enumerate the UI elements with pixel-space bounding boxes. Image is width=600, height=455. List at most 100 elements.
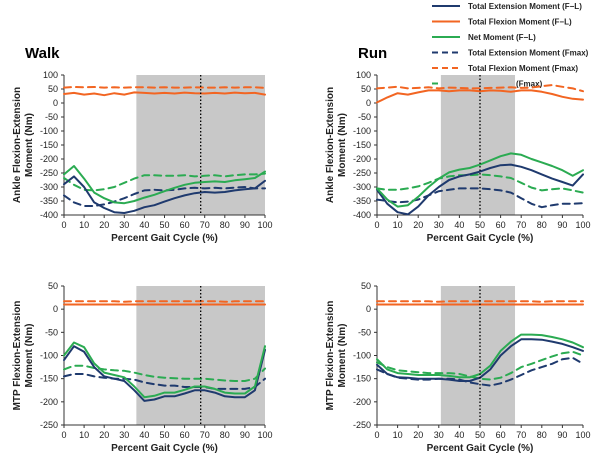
y-tick-label: -250 — [353, 168, 371, 178]
x-tick-label: 30 — [119, 430, 129, 440]
x-tick-label: 10 — [79, 220, 89, 230]
x-tick-label: 10 — [79, 430, 89, 440]
legend-label: Net Moment (F−L) — [468, 33, 536, 42]
chart-panel: -400 -350 -300 -250 -200 -150 -100 -50 0 50 100 0 10… — [12, 45, 273, 244]
y-tick-label: -250 — [40, 420, 58, 430]
x-tick-label: 80 — [220, 430, 230, 440]
x-tick-label: 60 — [180, 430, 190, 440]
y-axis-label: MTP Flexion-ExtensionMoment (Nm) — [12, 301, 35, 411]
x-axis-label: Percent Gait Cycle (%) — [427, 443, 534, 454]
y-tick-label: -50 — [45, 327, 58, 337]
y-tick-label: -100 — [353, 126, 371, 136]
series-line-net-moment-fmax — [63, 364, 266, 382]
x-tick-label: 100 — [257, 220, 272, 230]
x-tick-label: 10 — [393, 430, 403, 440]
x-tick-label: 10 — [393, 220, 403, 230]
x-tick-label: 40 — [454, 220, 464, 230]
series-line-net-moment-fmax — [376, 350, 584, 381]
x-tick-label: 100 — [575, 220, 590, 230]
x-tick-label: 20 — [99, 220, 109, 230]
x-tick-label: 40 — [139, 220, 149, 230]
y-tick-label: -50 — [358, 112, 371, 122]
x-tick-label: 70 — [516, 220, 526, 230]
series-line-total-flexion-moment-fmax — [63, 86, 266, 89]
y-tick-label: -300 — [40, 182, 58, 192]
y-tick-label: -200 — [40, 397, 58, 407]
chart-panel: -250 -200 -150 -100 -50 0 50 0 10 20 30 40 50 60 70 80 9… — [325, 281, 591, 454]
x-tick-label: 60 — [496, 220, 506, 230]
x-tick-label: 70 — [200, 220, 210, 230]
panel-title: Walk — [25, 45, 60, 62]
x-tick-label: 30 — [119, 220, 129, 230]
x-tick-label: 70 — [516, 430, 526, 440]
legend-label: Total Extension Moment (Fmax) — [468, 49, 589, 58]
x-tick-label: 60 — [496, 430, 506, 440]
x-tick-label: 20 — [99, 430, 109, 440]
series-line-total-extension-moment-f-l — [376, 163, 584, 216]
legend-label: Total Flexion Moment (F−L) — [468, 18, 572, 27]
legend-label: Total Extension Moment (F−L) — [468, 2, 582, 11]
stance-shaded-region — [440, 286, 516, 425]
y-tick-label: 100 — [43, 70, 58, 80]
series-line-net-moment-fmax — [63, 172, 266, 192]
y-tick-label: -250 — [40, 168, 58, 178]
y-tick-label: -300 — [353, 182, 371, 192]
x-tick-label: 50 — [159, 430, 169, 440]
x-tick-label: 80 — [537, 430, 547, 440]
y-tick-label: -350 — [40, 196, 58, 206]
x-tick-label: 20 — [413, 220, 423, 230]
y-tick-label: -200 — [353, 154, 371, 164]
chart-panel: -400 -350 -300 -250 -200 -150 -100 -50 0 50 100 0 10… — [325, 45, 591, 244]
x-tick-label: 20 — [413, 430, 423, 440]
y-axis-label: Ankle Flexion-ExtensionMoment (Nm) — [325, 87, 348, 203]
y-tick-label: -200 — [353, 397, 371, 407]
x-tick-label: 90 — [557, 430, 567, 440]
x-tick-label: 50 — [159, 220, 169, 230]
y-tick-label: 0 — [53, 304, 58, 314]
y-tick-label: -150 — [40, 374, 58, 384]
y-tick-label: -50 — [358, 327, 371, 337]
x-tick-label: 90 — [240, 430, 250, 440]
panel-title: Run — [358, 45, 387, 62]
y-axis-label: MTP Flexion-ExtensionMoment (Nm) — [325, 301, 348, 411]
x-axis-label: Percent Gait Cycle (%) — [111, 233, 218, 244]
y-tick-label: -400 — [353, 210, 371, 220]
y-tick-label: -100 — [40, 351, 58, 361]
y-axis-label: Ankle Flexion-ExtensionMoment (Nm) — [12, 87, 35, 203]
series-line-total-flexion-moment-fmax — [63, 300, 266, 303]
series-line-total-extension-moment-fmax — [63, 186, 266, 207]
y-tick-label: 50 — [48, 84, 58, 94]
x-tick-label: 0 — [374, 220, 379, 230]
x-tick-label: 90 — [240, 220, 250, 230]
y-tick-label: 50 — [48, 281, 58, 291]
stance-shaded-region — [136, 286, 265, 425]
legend-label: Total Flexion Moment (Fmax) — [468, 64, 578, 73]
x-tick-label: 0 — [374, 430, 379, 440]
series-line-net-moment-f-l — [63, 165, 266, 205]
x-tick-label: 50 — [475, 430, 485, 440]
series-line-total-flexion-moment-fmax — [376, 84, 584, 93]
x-tick-label: 40 — [139, 430, 149, 440]
x-tick-label: 30 — [434, 220, 444, 230]
y-tick-label: -350 — [353, 196, 371, 206]
series-line-total-flexion-moment-f-l — [376, 89, 584, 104]
y-tick-label: 50 — [361, 84, 371, 94]
x-tick-label: 80 — [537, 220, 547, 230]
y-tick-label: 50 — [361, 281, 371, 291]
x-tick-label: 80 — [220, 220, 230, 230]
y-tick-label: -150 — [353, 140, 371, 150]
x-tick-label: 100 — [575, 430, 590, 440]
y-tick-label: -100 — [40, 126, 58, 136]
x-tick-label: 40 — [454, 430, 464, 440]
x-axis-label: Percent Gait Cycle (%) — [427, 233, 534, 244]
x-tick-label: 60 — [180, 220, 190, 230]
y-tick-label: -150 — [40, 140, 58, 150]
x-axis-label: Percent Gait Cycle (%) — [111, 443, 218, 454]
x-tick-label: 0 — [61, 220, 66, 230]
x-tick-label: 90 — [557, 220, 567, 230]
series-line-net-moment-f-l — [376, 152, 584, 208]
x-tick-label: 100 — [257, 430, 272, 440]
chart-panel: -250 -200 -150 -100 -50 0 50 0 10 20 30 40 50 60 70 80 9… — [12, 281, 273, 454]
series-line-net-moment-f-l — [63, 341, 266, 399]
